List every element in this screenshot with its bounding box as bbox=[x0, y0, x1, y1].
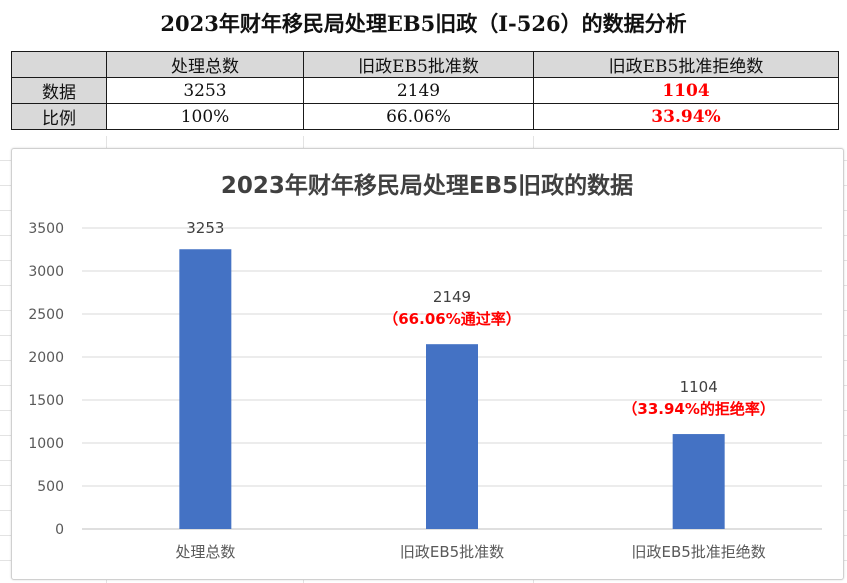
table-cell[interactable]: 2149 bbox=[303, 77, 534, 104]
table-cell[interactable]: 66.06% bbox=[303, 103, 534, 130]
table-header-cell[interactable] bbox=[11, 51, 107, 78]
chart-bars bbox=[179, 249, 725, 529]
y-tick-label: 1000 bbox=[28, 436, 64, 452]
bar-annotation-label: （66.06%通过率） bbox=[383, 310, 520, 328]
table-header-cell[interactable]: 旧政EB5批准拒绝数 bbox=[533, 51, 839, 78]
y-tick-label: 3500 bbox=[28, 221, 64, 237]
bar[interactable] bbox=[672, 434, 725, 529]
table-row-label[interactable]: 比例 bbox=[11, 103, 107, 130]
y-tick-label: 3000 bbox=[28, 264, 64, 280]
table-cell-highlight[interactable]: 1104 bbox=[533, 77, 839, 104]
y-axis-ticks: 0 500 1000 1500 2000 2500 3000 3500 bbox=[28, 221, 64, 538]
bar-value-label: 2149 bbox=[433, 288, 471, 306]
chart-title: 2023年财年移民局处理EB5旧政的数据 bbox=[221, 172, 633, 199]
x-axis-categories: 处理总数 旧政EB5批准数 旧政EB5批准拒绝数 bbox=[175, 543, 765, 561]
x-category-label: 旧政EB5批准数 bbox=[400, 543, 504, 561]
table-cell[interactable]: 3253 bbox=[106, 77, 304, 104]
x-category-label: 旧政EB5批准拒绝数 bbox=[632, 543, 766, 561]
bar-annotation-label: （33.94%的拒绝率） bbox=[622, 400, 774, 418]
y-tick-label: 2500 bbox=[28, 307, 64, 323]
y-tick-label: 0 bbox=[55, 522, 64, 538]
table-row: 数据 3253 2149 1104 bbox=[11, 77, 839, 104]
bar-value-label: 1104 bbox=[680, 378, 718, 396]
chart-labels: 3253 2149 （66.06%通过率） 1104 （33.94%的拒绝率） bbox=[186, 219, 775, 418]
chart-container[interactable]: 2023年财年移民局处理EB5旧政的数据 0 500 1000 1500 2000 250… bbox=[11, 148, 844, 580]
table-cell-highlight[interactable]: 33.94% bbox=[533, 103, 839, 130]
y-tick-label: 500 bbox=[37, 479, 64, 495]
table-header-row: 处理总数 旧政EB5批准数 旧政EB5批准拒绝数 bbox=[11, 51, 839, 78]
bar-value-label: 3253 bbox=[186, 219, 224, 237]
y-tick-label: 2000 bbox=[28, 350, 64, 366]
summary-table: 处理总数 旧政EB5批准数 旧政EB5批准拒绝数 数据 3253 2149 11… bbox=[11, 51, 839, 130]
bar-chart: 2023年财年移民局处理EB5旧政的数据 0 500 1000 1500 2000 250… bbox=[28, 172, 822, 561]
table-row: 比例 100% 66.06% 33.94% bbox=[11, 103, 839, 130]
table-header-cell[interactable]: 处理总数 bbox=[106, 51, 304, 78]
bar[interactable] bbox=[179, 249, 232, 529]
table-row-label[interactable]: 数据 bbox=[11, 77, 107, 104]
y-tick-label: 1500 bbox=[28, 393, 64, 409]
bar[interactable] bbox=[426, 344, 478, 529]
table-header-cell[interactable]: 旧政EB5批准数 bbox=[303, 51, 534, 78]
x-category-label: 处理总数 bbox=[175, 543, 235, 561]
report-title: 2023年财年移民局处理EB5旧政（I-526）的数据分析 bbox=[160, 11, 687, 36]
table-cell[interactable]: 100% bbox=[106, 103, 304, 130]
